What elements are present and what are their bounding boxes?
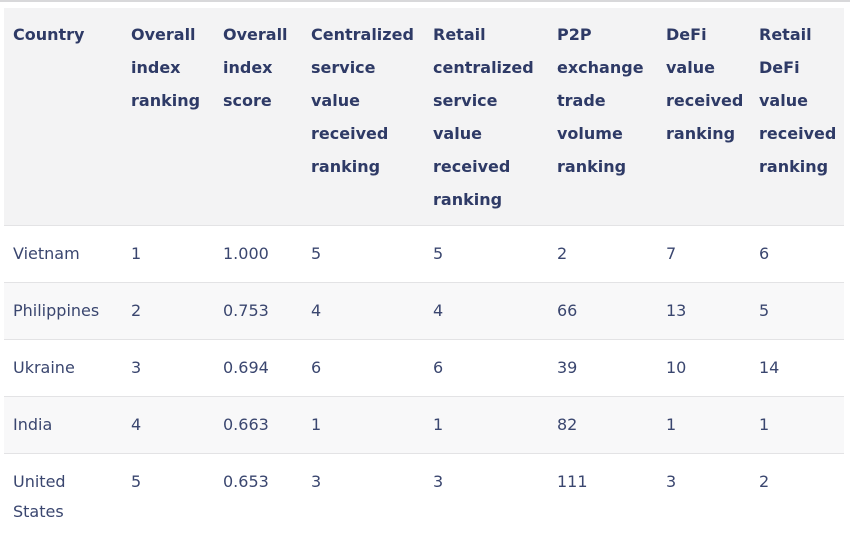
cell-united-states-centralized-service-value-received-ranking: 3 [311,472,322,491]
cell-united-states-retail-centralized-service-value-received-ranking: 3 [433,472,444,491]
cell-philippines-defi-value-received-ranking: 13 [657,282,750,340]
cell-india-retail-centralized-service-value-received-ranking: 1 [424,396,548,454]
cell-philippines-overall-index-ranking: 2 [122,282,214,340]
cell-ukraine-overall-index-score: 0.694 [214,339,302,397]
cell-vietnam-overall-index-score: 1.000 [214,225,302,283]
cell-ukraine-defi-value-received-ranking: 10 [657,339,750,397]
cell-united-states-p2p-exchange-trade-volume-ranking: 111 [557,472,588,491]
cell-philippines-country: Philippines [4,282,122,340]
cell-ukraine-overall-index-ranking: 3 [122,339,214,397]
column-header-country: Country [4,8,122,226]
cell-india-defi-value-received-ranking: 1 [657,396,750,454]
cell-united-states-country: United States [13,472,66,521]
column-header-retail-defi-value-received-ranking: Retail DeFi value received ranking [750,8,844,226]
cell-ukraine-retail-centralized-service-value-received-ranking: 6 [424,339,548,397]
column-header-p2p-exchange-trade-volume-ranking: P2P exchange trade volume ranking [548,8,657,226]
cell-india-p2p-exchange-trade-volume-ranking: 82 [548,396,657,454]
cell-philippines-p2p-exchange-trade-volume-ranking: 66 [548,282,657,340]
table-row-philippines: Philippines 2 0.753 4 4 66 13 5 [4,282,844,340]
cell-philippines-overall-index-score: 0.753 [214,282,302,340]
cell-vietnam-centralized-service-value-received-ranking: 5 [302,225,424,283]
cell-philippines-retail-centralized-service-value-received-ranking: 4 [424,282,548,340]
table-row-india: India 4 0.663 1 1 82 1 1 [4,396,844,454]
cell-vietnam-retail-defi-value-received-ranking: 6 [750,225,844,283]
cell-vietnam-retail-centralized-service-value-received-ranking: 5 [424,225,548,283]
cell-ukraine-country: Ukraine [4,339,122,397]
cell-philippines-centralized-service-value-received-ranking: 4 [302,282,424,340]
cell-united-states-overall-index-ranking: 5 [131,472,142,491]
table-body: Vietnam 1 1.000 5 5 2 7 6 Philippines 2 0.753 4 4 66 1… [4,225,844,535]
table-row-vietnam: Vietnam 1 1.000 5 5 2 7 6 [4,225,844,283]
cell-united-states-retail-defi-value-received-ranking: 2 [759,472,770,491]
crypto-adoption-index-table: Country Overall index ranking Overall inde… [4,8,844,535]
cell-india-overall-index-score: 0.663 [214,396,302,454]
table-row-united-states: United States 5 0.653 3 3 111 3 2 [4,454,844,535]
cell-india-overall-index-ranking: 4 [122,396,214,454]
column-header-overall-index-score: Overall index score [214,8,302,226]
header-row: Country Overall index ranking Overall inde… [4,8,844,226]
table-row-ukraine: Ukraine 3 0.694 6 6 39 10 14 [4,339,844,397]
cell-vietnam-overall-index-ranking: 1 [122,225,214,283]
cell-united-states-defi-value-received-ranking: 3 [666,472,677,491]
column-header-centralized-service-value-received-ranking: Centralized service value received ranki… [302,8,424,226]
cell-india-retail-defi-value-received-ranking: 1 [750,396,844,454]
cell-vietnam-country: Vietnam [4,225,122,283]
cell-vietnam-p2p-exchange-trade-volume-ranking: 2 [548,225,657,283]
cell-ukraine-centralized-service-value-received-ranking: 6 [302,339,424,397]
cell-united-states-overall-index-score: 0.653 [223,472,269,491]
cell-ukraine-p2p-exchange-trade-volume-ranking: 39 [548,339,657,397]
cell-philippines-retail-defi-value-received-ranking: 5 [750,282,844,340]
table-header: Country Overall index ranking Overall inde… [4,8,844,226]
cell-india-country: India [4,396,122,454]
column-header-overall-index-ranking: Overall index ranking [122,8,214,226]
column-header-defi-value-received-ranking: DeFi value received ranking [657,8,750,226]
cell-vietnam-defi-value-received-ranking: 7 [657,225,750,283]
cell-india-centralized-service-value-received-ranking: 1 [302,396,424,454]
column-header-retail-centralized-service-value-received-ranking: Retail centralized service value receive… [424,8,548,226]
cell-ukraine-retail-defi-value-received-ranking: 14 [750,339,844,397]
